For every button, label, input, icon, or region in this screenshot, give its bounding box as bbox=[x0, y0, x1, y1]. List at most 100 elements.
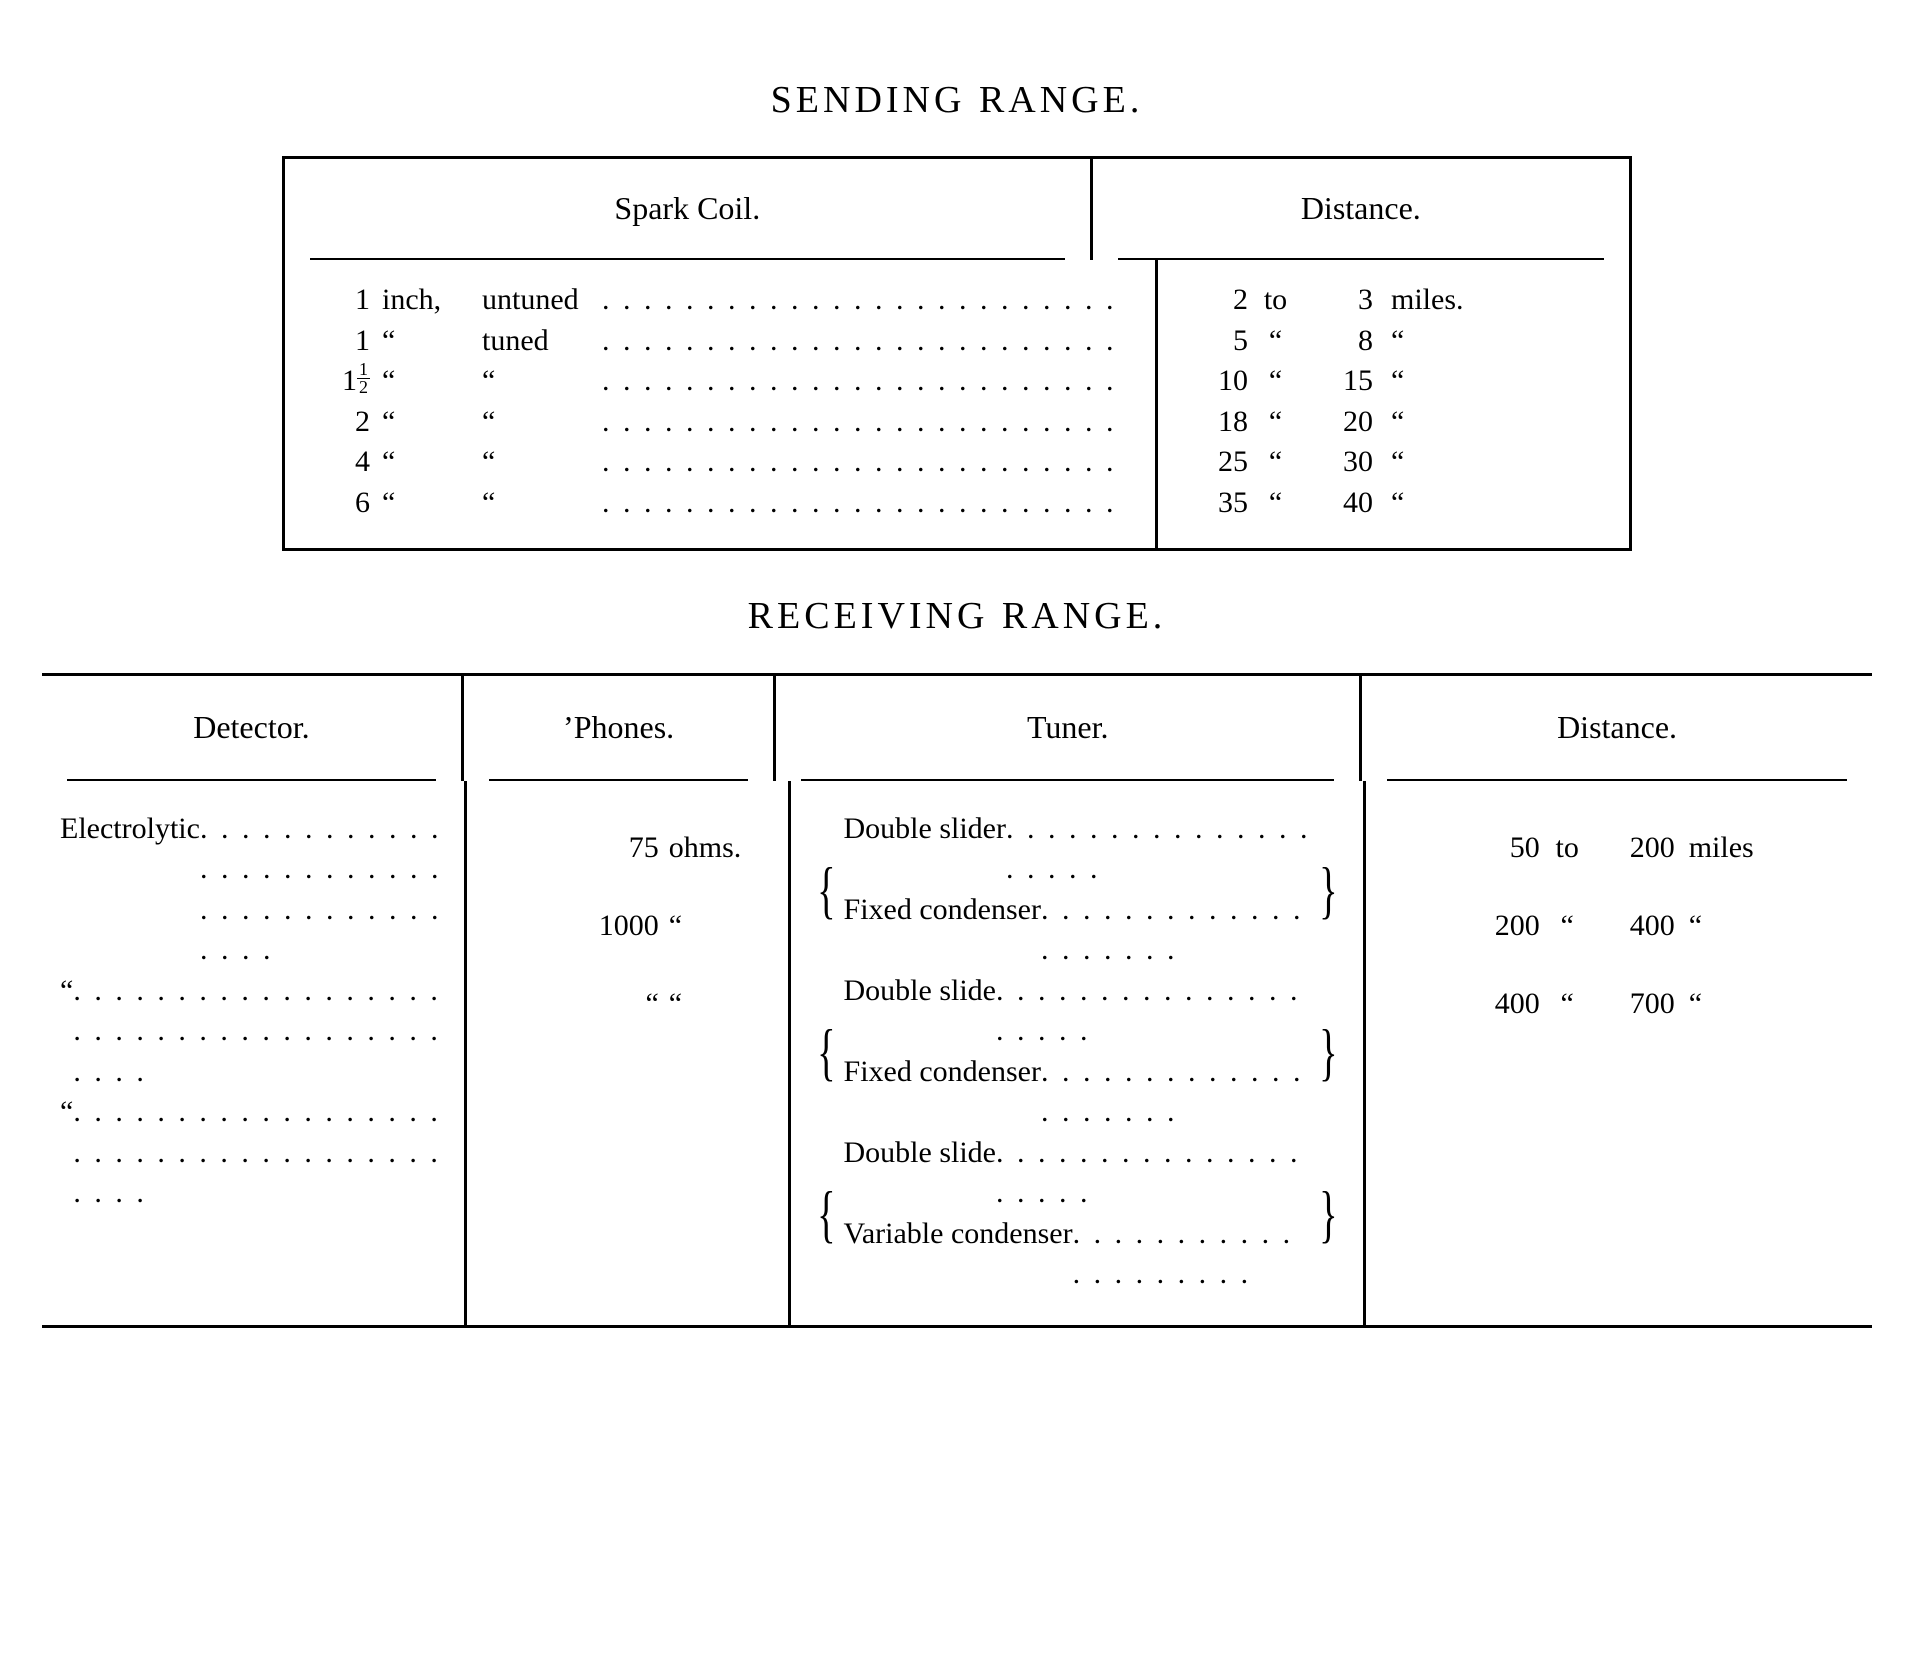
brace-right-icon: } bbox=[1318, 864, 1339, 915]
dist-hi: 3 bbox=[1303, 280, 1373, 321]
dist-hi: 40 bbox=[1303, 483, 1373, 524]
recv-row-tuner: {Double slider. . . . . . . . . . . . . … bbox=[809, 809, 1346, 971]
sending-dist-row: 35“40“ bbox=[1188, 483, 1599, 524]
recv-row-tuner: {Double slide. . . . . . . . . . . . . .… bbox=[809, 971, 1346, 1133]
dist-lo: 200 bbox=[1460, 906, 1540, 947]
tuner-item: Double slide bbox=[844, 971, 996, 1012]
dist-lo: 50 bbox=[1460, 828, 1540, 869]
dist-to: “ bbox=[1540, 906, 1595, 947]
brace-left-icon: { bbox=[816, 1026, 837, 1077]
dist-hi: 15 bbox=[1303, 361, 1373, 402]
spark-size: 1 bbox=[315, 321, 370, 362]
recv-row-tuner: {Double slide. . . . . . . . . . . . . .… bbox=[809, 1133, 1346, 1295]
phones-unit: “ bbox=[659, 984, 764, 1025]
leader-dots: . . . . . . . . . . . . . . . . . . . . bbox=[996, 971, 1311, 1052]
phones-val: 1000 bbox=[569, 906, 659, 947]
receiving-table: Detector. ’Phones. Tuner. Distance. Elec… bbox=[42, 673, 1872, 1328]
recv-row-detector: “. . . . . . . . . . . . . . . . . . . .… bbox=[60, 971, 446, 1093]
dist-unit: “ bbox=[1675, 984, 1779, 1025]
leader-dots: . . . . . . . . . . . . . . . . . . . . … bbox=[602, 402, 1125, 443]
dist-to: “ bbox=[1248, 361, 1303, 402]
tuner-item: Fixed condenser bbox=[844, 890, 1041, 931]
phones-val: “ bbox=[569, 984, 659, 1025]
detector-name: “ bbox=[60, 1092, 73, 1133]
leader-dots: . . . . . . . . . . . . . . . . . . . . … bbox=[602, 280, 1125, 321]
dist-to: to bbox=[1248, 280, 1303, 321]
recv-row-phones: ““ bbox=[485, 965, 770, 1043]
leader-dots: . . . . . . . . . . . . . . . . . . . . … bbox=[200, 809, 446, 971]
leader-dots: . . . . . . . . . . . . . . . . . . . . … bbox=[73, 1092, 445, 1214]
spark-size: 1 bbox=[315, 280, 370, 321]
phones-unit: ohms. bbox=[659, 828, 764, 869]
recv-row-distance: 50to200miles bbox=[1384, 809, 1854, 887]
dist-to: “ bbox=[1248, 442, 1303, 483]
dist-hi: 20 bbox=[1303, 402, 1373, 443]
leader-dots: . . . . . . . . . . . . . . . . . . . . … bbox=[602, 361, 1125, 402]
sending-row: 6““. . . . . . . . . . . . . . . . . . .… bbox=[315, 483, 1125, 524]
receiving-title: RECEIVING RANGE. bbox=[32, 591, 1882, 642]
leader-dots: . . . . . . . . . . . . . . . . . . . . … bbox=[602, 483, 1125, 524]
detector-name: Electrolytic bbox=[60, 809, 200, 850]
dist-unit: “ bbox=[1373, 321, 1404, 362]
sending-row: 2““. . . . . . . . . . . . . . . . . . .… bbox=[315, 402, 1125, 443]
tuner-item: Double slider bbox=[844, 809, 1006, 850]
spark-unit: “ bbox=[370, 483, 482, 524]
dist-unit: “ bbox=[1373, 442, 1404, 483]
dist-hi: 200 bbox=[1595, 828, 1675, 869]
recv-row-distance: 200“400“ bbox=[1384, 887, 1854, 965]
spark-tune: untuned bbox=[482, 280, 602, 321]
brace-left-icon: { bbox=[816, 1188, 837, 1239]
tuner-item: Fixed condenser bbox=[844, 1052, 1041, 1093]
sending-row: 112““. . . . . . . . . . . . . . . . . .… bbox=[315, 361, 1125, 402]
sending-table: Spark Coil. Distance. 1inch,untuned. . .… bbox=[282, 156, 1632, 551]
recv-col-tuner: Tuner. bbox=[773, 676, 1362, 779]
sending-title: SENDING RANGE. bbox=[32, 75, 1882, 126]
recv-row-distance: 400“700“ bbox=[1384, 965, 1854, 1043]
dist-unit: “ bbox=[1675, 906, 1779, 947]
dist-hi: 8 bbox=[1303, 321, 1373, 362]
dist-lo: 25 bbox=[1188, 442, 1248, 483]
leader-dots: . . . . . . . . . . . . . . . . . . . . bbox=[1006, 809, 1311, 890]
sending-dist-row: 25“30“ bbox=[1188, 442, 1599, 483]
dist-to: “ bbox=[1248, 402, 1303, 443]
recv-row-detector: Electrolytic. . . . . . . . . . . . . . … bbox=[60, 809, 446, 971]
dist-to: “ bbox=[1248, 321, 1303, 362]
dist-hi: 400 bbox=[1595, 906, 1675, 947]
phones-unit: “ bbox=[659, 906, 764, 947]
spark-size: 112 bbox=[315, 361, 370, 402]
dist-lo: 2 bbox=[1188, 280, 1248, 321]
dist-unit: miles. bbox=[1373, 280, 1464, 321]
spark-size: 4 bbox=[315, 442, 370, 483]
brace-right-icon: } bbox=[1318, 1188, 1339, 1239]
spark-unit: “ bbox=[370, 402, 482, 443]
brace-right-icon: } bbox=[1318, 1026, 1339, 1077]
spark-tune: “ bbox=[482, 442, 602, 483]
dist-lo: 10 bbox=[1188, 361, 1248, 402]
dist-unit: “ bbox=[1373, 483, 1404, 524]
spark-tune: “ bbox=[482, 483, 602, 524]
spark-tune: “ bbox=[482, 361, 602, 402]
recv-row-phones: 75ohms. bbox=[485, 809, 770, 887]
leader-dots: . . . . . . . . . . . . . . . . . . . . bbox=[996, 1133, 1311, 1214]
detector-name: “ bbox=[60, 971, 73, 1012]
dist-unit: “ bbox=[1373, 361, 1404, 402]
sending-dist-row: 2to3miles. bbox=[1188, 280, 1599, 321]
tuner-item: Variable condenser bbox=[844, 1214, 1073, 1255]
dist-to: “ bbox=[1248, 483, 1303, 524]
leader-dots: . . . . . . . . . . . . . . . . . . . . bbox=[1073, 1214, 1311, 1295]
sending-row: 1“tuned. . . . . . . . . . . . . . . . .… bbox=[315, 321, 1125, 362]
recv-col-distance: Distance. bbox=[1362, 676, 1872, 779]
spark-tune: “ bbox=[482, 402, 602, 443]
dist-lo: 18 bbox=[1188, 402, 1248, 443]
sending-dist-row: 10“15“ bbox=[1188, 361, 1599, 402]
dist-unit: miles bbox=[1675, 828, 1779, 869]
phones-val: 75 bbox=[569, 828, 659, 869]
tuner-item: Double slide bbox=[844, 1133, 996, 1174]
dist-hi: 30 bbox=[1303, 442, 1373, 483]
leader-dots: . . . . . . . . . . . . . . . . . . . . … bbox=[602, 321, 1125, 362]
spark-unit: inch, bbox=[370, 280, 482, 321]
dist-lo: 35 bbox=[1188, 483, 1248, 524]
dist-lo: 5 bbox=[1188, 321, 1248, 362]
dist-unit: “ bbox=[1373, 402, 1404, 443]
sending-dist-row: 18“20“ bbox=[1188, 402, 1599, 443]
